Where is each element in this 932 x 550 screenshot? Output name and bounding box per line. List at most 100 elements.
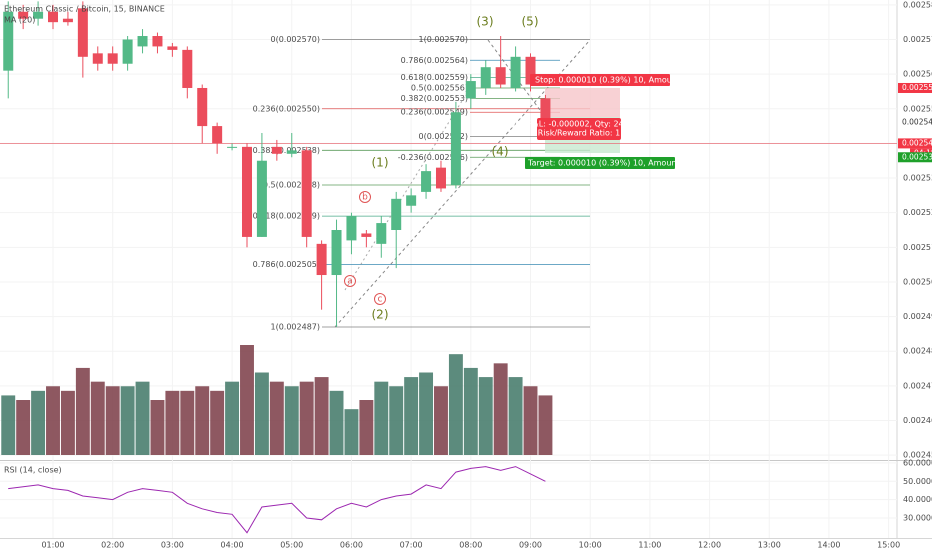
price-tag-label: 0.002556 bbox=[902, 83, 932, 92]
candle-body bbox=[480, 67, 491, 88]
price-tag bbox=[898, 82, 932, 93]
volume-bar bbox=[284, 386, 299, 455]
candle-body bbox=[376, 223, 387, 244]
rsi-line bbox=[8, 466, 546, 534]
volume-bar bbox=[329, 390, 344, 455]
fib-label: 0.618(0.002559) bbox=[401, 73, 468, 82]
volume-bar bbox=[493, 363, 508, 455]
price-tag bbox=[898, 138, 932, 149]
candle-body bbox=[137, 36, 148, 47]
target-box bbox=[525, 157, 675, 169]
x-tick-label: 02:00 bbox=[101, 541, 124, 550]
candle-body bbox=[271, 146, 282, 154]
candle-body bbox=[227, 146, 238, 148]
candle-body bbox=[391, 198, 402, 230]
candle-body bbox=[212, 126, 223, 144]
volume-bar bbox=[225, 381, 240, 455]
fib-label: 0.786(0.002505) bbox=[253, 260, 320, 269]
wave-circle bbox=[359, 191, 371, 203]
volume-bar bbox=[419, 372, 434, 455]
volume-bar bbox=[46, 386, 60, 455]
fib-label: 0(0.002570) bbox=[270, 35, 320, 44]
candle-body bbox=[62, 18, 73, 23]
volume-bar bbox=[299, 381, 314, 455]
target-text: Target: 0.000010 (0.39%) 10, Amount: 125… bbox=[527, 159, 705, 168]
price-tag bbox=[898, 152, 932, 163]
volume-bar bbox=[344, 409, 359, 455]
candle-body bbox=[525, 56, 536, 85]
volume-bar bbox=[508, 377, 523, 455]
candle-body bbox=[33, 11, 44, 19]
volume-bar bbox=[254, 372, 269, 455]
candle-body bbox=[77, 8, 88, 57]
rsi-tick-label: 50.0000 bbox=[903, 477, 932, 486]
volume-bar bbox=[60, 390, 75, 455]
volume-bar bbox=[448, 354, 463, 455]
candle-body bbox=[331, 230, 342, 276]
fib-label: 0.236(0.002550) bbox=[253, 104, 320, 113]
price-tag bbox=[898, 117, 932, 128]
fib-label: 0.382(0.002538) bbox=[253, 146, 320, 155]
volume-bar bbox=[523, 386, 538, 455]
x-tick-label: 13:00 bbox=[758, 541, 781, 550]
y-tick-label: 0.002530 bbox=[903, 174, 932, 183]
fib-label: 0.786(0.002564) bbox=[401, 56, 468, 65]
volume-bar bbox=[478, 377, 493, 455]
wave-label: (2) bbox=[372, 308, 389, 322]
volume-bar bbox=[165, 390, 180, 455]
fib-label: 0.382(0.002553) bbox=[401, 94, 468, 103]
rsi-label: RSI (14, close) bbox=[4, 466, 62, 475]
x-tick-label: 15:00 bbox=[877, 541, 900, 550]
candle-body bbox=[92, 53, 103, 64]
rr-text: Risk/Reward Ratio: 1 bbox=[538, 129, 620, 138]
candle-body bbox=[465, 81, 476, 99]
candle-body bbox=[406, 195, 417, 206]
volume-bar bbox=[120, 386, 135, 455]
x-tick-label: 12:00 bbox=[698, 541, 721, 550]
candle-body bbox=[3, 11, 14, 71]
x-tick-label: 03:00 bbox=[161, 541, 184, 550]
y-tick-label: 0.002500 bbox=[903, 277, 932, 286]
x-tick-label: 10:00 bbox=[579, 541, 602, 550]
candle-body bbox=[286, 150, 297, 154]
candle-body bbox=[48, 11, 59, 23]
candle-body bbox=[495, 67, 506, 85]
indicator-label: MA (20) bbox=[4, 16, 35, 25]
volume-bar bbox=[210, 390, 225, 455]
fib-label: 0.236(0.002549) bbox=[401, 108, 468, 117]
y-tick-label: 0.002550 bbox=[903, 104, 932, 113]
fib-label: 1(0.002487) bbox=[270, 322, 320, 331]
volume-bar bbox=[269, 381, 284, 455]
x-tick-label: 11:00 bbox=[638, 541, 661, 550]
rsi-tick-label: 30.0000 bbox=[903, 513, 932, 522]
fib-label: 0.618(0.002519) bbox=[253, 212, 320, 221]
fib-label: -0.236(0.002536) bbox=[398, 153, 468, 162]
candle-body bbox=[122, 39, 133, 64]
volume-bar bbox=[538, 395, 553, 455]
fib-label: 0.5(0.002528) bbox=[263, 180, 320, 189]
candle-body bbox=[450, 112, 461, 185]
wave-label: (4) bbox=[492, 145, 509, 159]
volume-bar bbox=[195, 386, 210, 455]
volume-bar bbox=[31, 390, 46, 455]
volume-bar bbox=[1, 395, 16, 455]
x-tick-label: 04:00 bbox=[221, 541, 244, 550]
wave-label: c bbox=[378, 295, 383, 305]
candle-body bbox=[316, 243, 327, 276]
x-tick-label: 07:00 bbox=[400, 541, 423, 550]
candle-body bbox=[152, 36, 163, 47]
wave-label: (1) bbox=[372, 156, 389, 170]
candle-body bbox=[421, 171, 432, 192]
volume-bar bbox=[463, 367, 478, 455]
wave-label: b bbox=[362, 193, 368, 203]
candle-body bbox=[346, 216, 357, 241]
volume-bar bbox=[135, 381, 150, 455]
fib-label: 1(0.002570) bbox=[418, 35, 468, 44]
fib-label: 0.5(0.002556) bbox=[411, 83, 468, 92]
volume-bar bbox=[374, 381, 389, 455]
x-tick-label: 01:00 bbox=[41, 541, 64, 550]
y-tick-label: 0.002470 bbox=[903, 381, 932, 390]
